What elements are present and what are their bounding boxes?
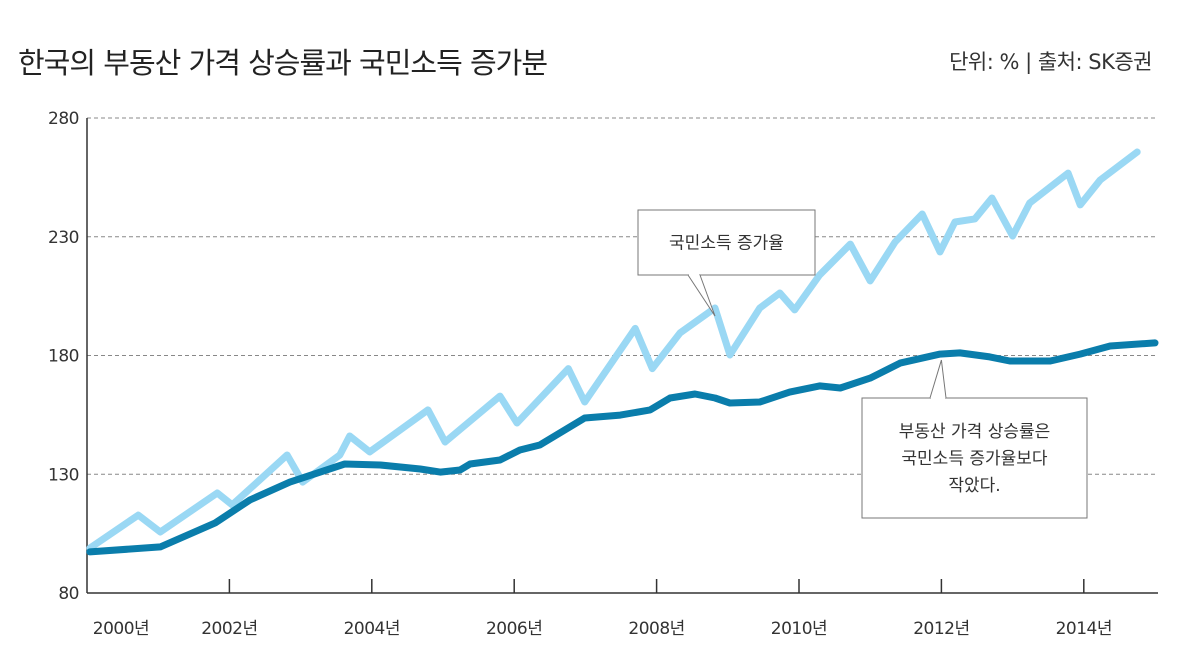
annotation-text: 국민소득 증가율보다 — [901, 449, 1048, 469]
annotation-text: 국민소득 증가율 — [669, 234, 784, 254]
y-tick-label: 80 — [58, 584, 79, 604]
y-tick-label: 180 — [48, 347, 79, 367]
annotation-box — [861, 397, 1088, 519]
annotation-text: 부동산 가격 상승률은 — [899, 422, 1051, 442]
x-tick-label: 2004년 — [344, 619, 400, 639]
y-tick-label: 230 — [48, 228, 79, 248]
y-tick-label: 130 — [48, 465, 79, 485]
series-line-2 — [86, 339, 1159, 556]
annotation-pointer — [929, 359, 947, 399]
chart-title: 한국의 부동산 가격 상승률과 국민소득 증가분 — [18, 46, 548, 80]
unit-source-label: 단위: % | 출처: SK증권 — [949, 50, 1152, 74]
annotation-text: 작았다. — [948, 476, 1000, 496]
annotation-pointer — [687, 274, 716, 317]
x-tick-label: 2014년 — [1056, 619, 1112, 639]
x-tick-label: 2002년 — [201, 619, 257, 639]
y-tick-label: 280 — [48, 109, 79, 129]
x-tick-label: 2012년 — [913, 619, 969, 639]
x-tick-label: 2010년 — [771, 619, 827, 639]
x-tick-label: 2000년 — [93, 619, 149, 639]
x-tick-label: 2006년 — [486, 619, 542, 639]
annotation-box — [637, 209, 816, 276]
x-tick-label: 2008년 — [628, 619, 684, 639]
